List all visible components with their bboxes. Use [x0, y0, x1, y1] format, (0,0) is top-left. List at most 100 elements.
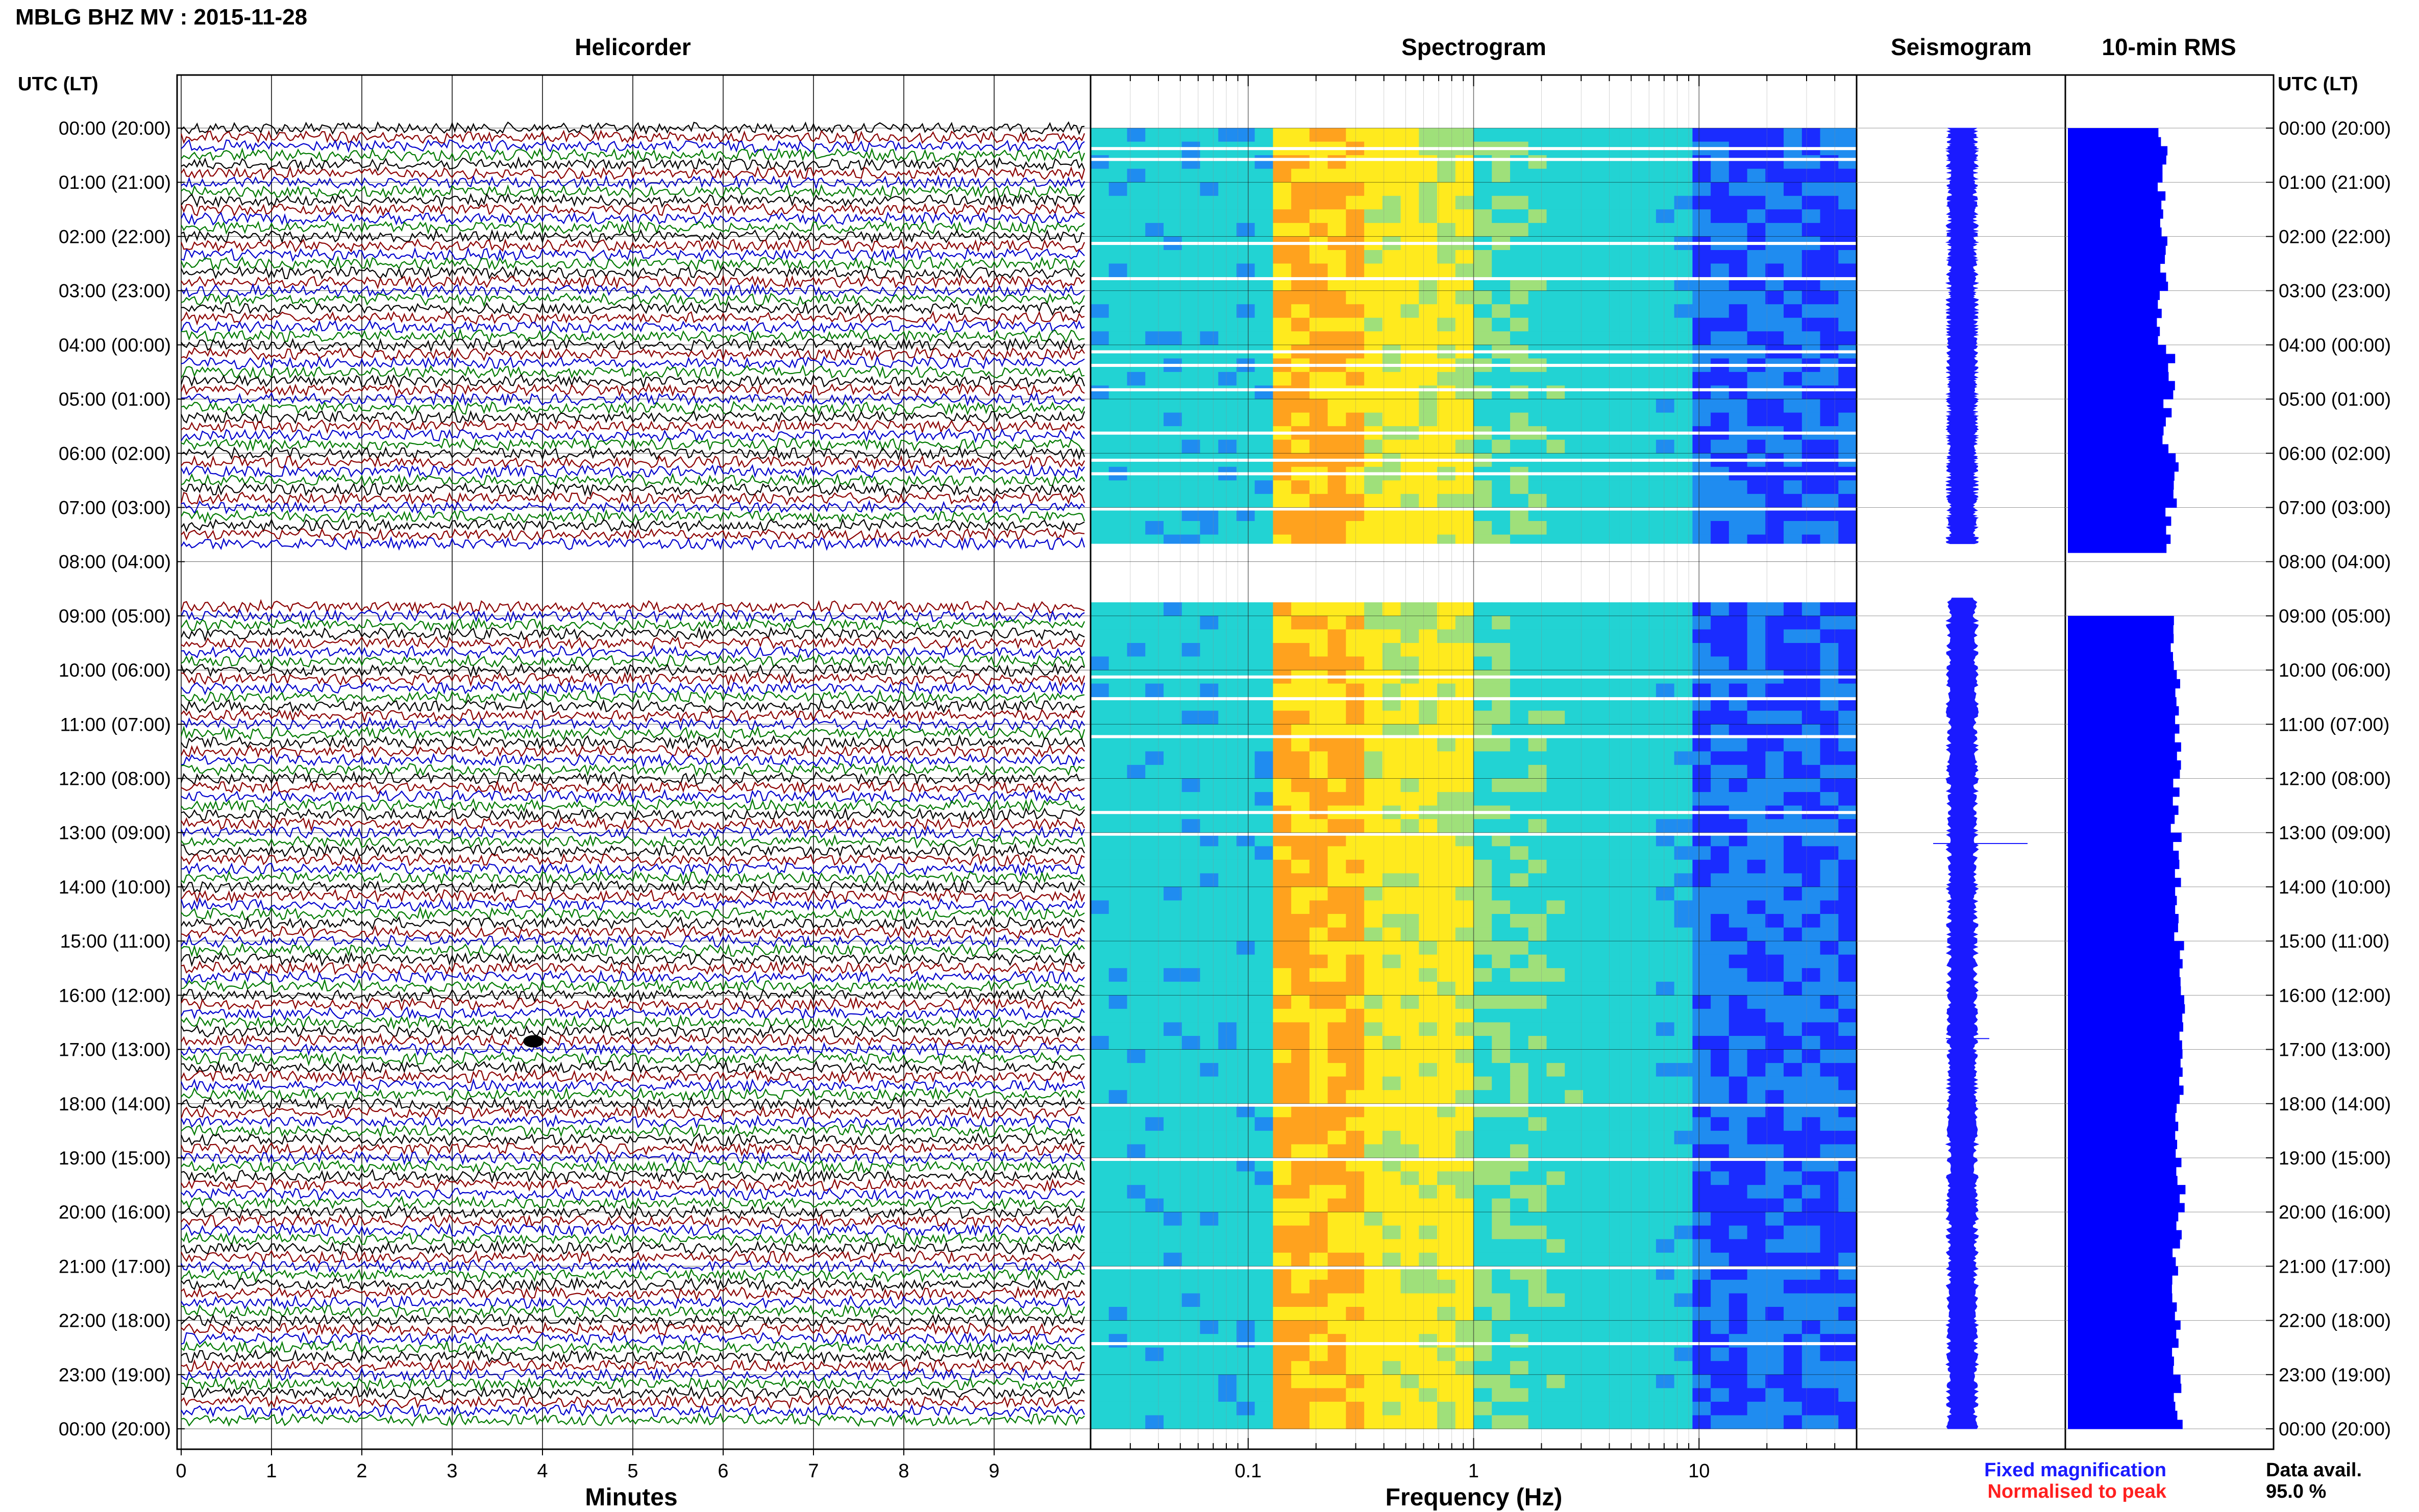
spectrogram-cell [1546, 1347, 1565, 1361]
spectrogram-cell [1784, 1008, 1803, 1023]
spectrogram-cell [1291, 263, 1310, 278]
spectrogram-cell [1309, 1347, 1328, 1361]
spectrogram-cell [1382, 412, 1401, 427]
spectrogram-cell [1528, 1252, 1547, 1267]
spectrogram-cell [1127, 128, 1146, 142]
spectrogram-cell [1309, 1076, 1328, 1090]
spectrogram-cell [1801, 399, 1821, 413]
spectrogram-cell [1473, 1144, 1492, 1158]
spectrogram-cell [1784, 1225, 1803, 1240]
spectrogram-cell [1838, 399, 1857, 413]
spectrogram-cell [1164, 182, 1182, 196]
spectrogram-cell [1711, 710, 1730, 725]
spectrogram-cell [1181, 1252, 1201, 1267]
spectrogram-cell [1108, 480, 1128, 494]
spectrogram-cell [1108, 331, 1128, 345]
spectrogram-cell [1236, 480, 1255, 494]
spectrogram-cell [1419, 1401, 1438, 1416]
spectrogram-cell [1565, 629, 1584, 643]
spectrogram-cell [1254, 1185, 1274, 1199]
spectrogram-cell [1181, 954, 1201, 969]
time-label-left: 16:00 (12:00) [59, 985, 171, 1006]
spectrogram-cell [1619, 778, 1638, 792]
spectrogram-cell [1473, 683, 1492, 698]
spectrogram-cell [1711, 1171, 1730, 1185]
spectrogram-cell [1801, 128, 1821, 142]
spectrogram-cell [1108, 602, 1128, 616]
spectrogram-cell [1108, 859, 1128, 874]
spectrogram-cell [1145, 182, 1164, 196]
spectrogram-cell [1801, 250, 1821, 264]
spectrogram-cell [1108, 792, 1128, 806]
spectrogram-cell [1492, 873, 1511, 887]
spectrogram-cell [1638, 602, 1657, 616]
spectrogram-cell [1419, 602, 1438, 616]
spectrogram-cell [1108, 1049, 1128, 1063]
spectrogram-cell [1254, 900, 1274, 914]
spectrogram-cell [1254, 304, 1274, 318]
spectrogram-cell [1419, 399, 1438, 413]
helicorder-trace [181, 708, 1085, 724]
spectrogram-cell [1820, 900, 1839, 914]
helicorder-trace [181, 1313, 1085, 1328]
spectrogram-cell [1546, 480, 1565, 494]
rms-bar [2068, 245, 2166, 255]
spectrogram-cell [1583, 1144, 1602, 1158]
spectrogram-cell [1820, 1361, 1839, 1375]
spectrogram-cell [1108, 1252, 1128, 1267]
spectrogram-cell [1091, 792, 1109, 806]
spectrogram-row [1091, 914, 1857, 928]
spectrogram-cell [1747, 385, 1766, 400]
spectrogram-cell [1218, 1388, 1237, 1402]
spectrogram-cell [1127, 371, 1146, 386]
spectrogram-cell [1291, 399, 1310, 413]
spectrogram-cell [1510, 683, 1529, 698]
spectrogram-cell [1674, 412, 1693, 427]
helicorder-trace [181, 1268, 1085, 1283]
spectrogram-row [1091, 1049, 1857, 1063]
spectrogram-row [1091, 643, 1857, 657]
spectrogram-cell [1181, 1374, 1201, 1389]
spectrogram-cell [1254, 1252, 1274, 1267]
spectrogram-cell [1127, 602, 1146, 616]
spectrogram-cell [1455, 209, 1474, 224]
spectrogram-cell [1729, 1171, 1748, 1185]
spectrogram-cell [1091, 263, 1109, 278]
spectrogram-cell [1108, 1415, 1128, 1429]
spectrogram-cell [1091, 1239, 1109, 1253]
spectrogram-cell [1601, 195, 1620, 210]
spectrogram-row [1091, 155, 1857, 169]
spectrogram-cell [1656, 1307, 1675, 1321]
spectrogram-cell [1346, 1347, 1365, 1361]
spectrogram-cell [1711, 1185, 1730, 1199]
spectrogram-cell [1729, 1320, 1748, 1334]
spectrogram-cell [1674, 1239, 1693, 1253]
spectrogram-cell [1236, 399, 1255, 413]
spectrogram-cell [1091, 914, 1109, 928]
spectrogram-cell [1236, 1171, 1255, 1185]
spectrogram-cell [1127, 1307, 1146, 1321]
spectrogram-cell [1674, 128, 1693, 142]
spectrogram-cell [1510, 1008, 1529, 1023]
spectrogram-cell [1108, 439, 1128, 454]
spectrogram-cell [1528, 914, 1547, 928]
spectrogram-cell [1108, 209, 1128, 224]
helicorder-trace [181, 147, 1085, 163]
spectrogram-cell [1127, 1022, 1146, 1036]
helicorder-trace [181, 1358, 1085, 1374]
spectrogram-cell [1254, 968, 1274, 982]
spectrogram-cell [1528, 1185, 1547, 1199]
spectrogram-cell [1400, 710, 1419, 725]
spectrogram-cell [1108, 304, 1128, 318]
spectrogram-cell [1838, 819, 1857, 833]
helicorder-tick-label: 8 [898, 1460, 909, 1482]
spectrogram-cell [1601, 914, 1620, 928]
spectrogram-cell [1145, 304, 1164, 318]
spectrogram-cell [1254, 764, 1274, 779]
helicorder-trace [181, 1376, 1085, 1392]
spectrogram-cell [1218, 941, 1237, 955]
spectrogram-cell [1601, 168, 1620, 183]
spectrogram-cell [1164, 764, 1182, 779]
spectrogram-cell [1583, 683, 1602, 698]
